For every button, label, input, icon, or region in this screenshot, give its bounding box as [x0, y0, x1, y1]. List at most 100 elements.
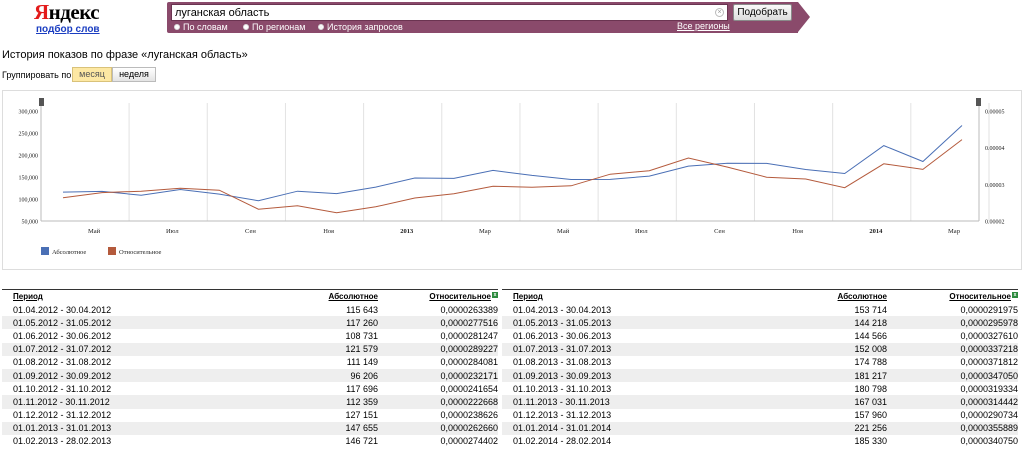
x-tick-label: Май — [557, 228, 570, 235]
cell-absolute: 174 788 — [854, 357, 887, 368]
chart-svg: Май Июл Сен Ноя 2013 Мар Май Июл Сен Ноя 2014 Мар 30… — [19, 98, 1005, 256]
cell-relative: 0,0000241654 — [440, 383, 498, 394]
excel-icon[interactable]: x — [1012, 292, 1018, 298]
history-table-right: Период Абсолютное Относительное x 01.04.2… — [502, 289, 1018, 448]
scroll-handle-left — [39, 98, 44, 106]
cell-relative: 0,0000290734 — [960, 410, 1018, 421]
cell-absolute: 221 256 — [854, 423, 887, 434]
cell-period: 01.11.2012 - 30.11.2012 — [13, 396, 110, 407]
cell-period: 01.08.2012 - 31.08.2012 — [13, 357, 112, 368]
excel-icon[interactable]: x — [492, 292, 498, 298]
table-row: 01.10.2013 - 31.10.2013 180 798 0,00003193… — [502, 382, 1018, 395]
cell-period: 01.09.2013 - 30.09.2013 — [513, 370, 612, 381]
y-left-tick-label: 50,000 — [22, 220, 39, 226]
header-relative[interactable]: Относительное x — [429, 292, 498, 301]
header-period[interactable]: Период — [13, 292, 43, 301]
cell-absolute: 152 008 — [854, 344, 887, 355]
y-right-tick-label: 0.00003 — [985, 183, 1005, 189]
table-row: 01.02.2014 - 28.02.2014 185 330 0,00003407… — [502, 435, 1018, 448]
table-row: 01.08.2013 - 31.08.2013 174 788 0,00003718… — [502, 356, 1018, 369]
cell-absolute: 181 217 — [854, 370, 887, 381]
table-row: 01.12.2012 - 31.12.2012 127 151 0,00002386… — [2, 409, 498, 422]
x-tick-label: Сен — [245, 228, 256, 235]
search-input[interactable] — [171, 4, 728, 21]
table-row: 01.07.2012 - 31.07.2012 121 579 0,00002892… — [2, 342, 498, 356]
x-tick-label: 2013 — [400, 228, 414, 235]
series-line-absolute — [62, 125, 963, 202]
radio-selected-icon — [318, 24, 324, 30]
radio-history[interactable]: История запросов — [318, 22, 403, 32]
cell-period: 01.08.2013 - 31.08.2013 — [513, 357, 612, 368]
radio-icon — [243, 24, 249, 30]
cell-period: 01.04.2013 - 30.04.2013 — [513, 304, 612, 315]
cell-period: 01.12.2013 - 31.12.2013 — [513, 410, 612, 421]
cell-absolute: 112 359 — [346, 396, 378, 407]
cell-period: 01.07.2012 - 31.07.2012 — [13, 344, 112, 355]
table-row: 01.05.2013 - 31.05.2013 144 218 0,00002959… — [502, 316, 1018, 330]
cell-period: 01.06.2012 - 30.06.2012 — [13, 330, 112, 341]
header-relative[interactable]: Относительное x — [949, 292, 1018, 301]
submit-button[interactable]: Подобрать — [733, 4, 792, 21]
table-row: 01.06.2012 - 30.06.2012 108 731 0,00002812… — [2, 329, 498, 342]
history-table-left: Период Абсолютное Относительное x 01.04.2… — [2, 289, 498, 448]
cell-relative: 0,0000327610 — [960, 330, 1018, 341]
table-row: 01.07.2013 - 31.07.2013 152 008 0,00003372… — [502, 342, 1018, 356]
cell-absolute: 117 696 — [346, 383, 378, 394]
cell-relative: 0,0000314442 — [960, 396, 1018, 407]
table-header: Период Абсолютное Относительное x — [2, 289, 498, 303]
cell-period: 01.12.2012 - 31.12.2012 — [13, 410, 112, 421]
radio-by-regions[interactable]: По регионам — [243, 22, 305, 32]
legend-swatch — [108, 247, 116, 255]
table-row: 01.10.2012 - 31.10.2012 117 696 0,00002416… — [2, 382, 498, 395]
all-regions-link[interactable]: Все регионы — [677, 21, 730, 31]
y-left-tick-label: 250,000 — [19, 132, 39, 138]
cell-relative: 0,0000371812 — [960, 357, 1018, 368]
clear-icon[interactable]: × — [715, 8, 724, 17]
cell-relative: 0,0000232171 — [440, 370, 498, 381]
cell-relative: 0,0000355889 — [960, 423, 1018, 434]
table-row: 01.12.2013 - 31.12.2013 157 960 0,00002907… — [502, 409, 1018, 422]
cell-relative: 0,0000277516 — [440, 317, 498, 328]
cell-absolute: 111 149 — [346, 357, 378, 368]
history-chart: Май Июл Сен Ноя 2013 Мар Май Июл Сен Ноя 2014 Мар 30… — [2, 90, 1022, 270]
cell-absolute: 121 579 — [345, 344, 378, 355]
cell-absolute: 147 655 — [345, 423, 378, 434]
cell-absolute: 108 731 — [345, 330, 378, 341]
cell-absolute: 127 151 — [345, 410, 378, 421]
table-row: 01.11.2013 - 30.11.2013 167 031 0,00003144… — [502, 395, 1018, 409]
header-absolute[interactable]: Абсолютное — [328, 292, 378, 301]
cell-relative: 0,0000347050 — [960, 370, 1018, 381]
radio-by-words[interactable]: По словам — [174, 22, 228, 32]
header-absolute[interactable]: Абсолютное — [837, 292, 887, 301]
cell-relative: 0,0000262660 — [440, 423, 498, 434]
table-body: 01.04.2013 - 30.04.2013 153 714 0,00002919… — [502, 303, 1018, 448]
x-tick-label: Сен — [714, 228, 725, 235]
wordstat-link[interactable]: подбор слов — [36, 24, 100, 35]
cell-period: 01.02.2014 - 28.02.2014 — [513, 436, 612, 447]
cell-absolute: 185 330 — [854, 436, 887, 447]
cell-period: 01.10.2013 - 31.10.2013 — [513, 383, 612, 394]
table-row: 01.04.2012 - 30.04.2012 115 643 0,00002633… — [2, 303, 498, 316]
x-tick-label: Мар — [948, 228, 960, 235]
x-tick-label: Май — [88, 228, 101, 235]
cell-relative: 0,0000238626 — [440, 410, 498, 421]
table-row: 01.01.2014 - 31.01.2014 221 256 0,00003558… — [502, 421, 1018, 435]
yandex-logo[interactable]: Яндекс — [34, 0, 100, 24]
cell-period: 01.04.2012 - 30.04.2012 — [13, 304, 112, 315]
group-month-button[interactable]: месяц — [72, 67, 112, 82]
table-header: Период Абсолютное Относительное x — [502, 289, 1018, 303]
search-bar-arrow — [798, 2, 810, 32]
legend-swatch — [41, 247, 49, 255]
cell-relative: 0,0000319334 — [960, 383, 1018, 394]
y-right-tick-label: 0.00004 — [985, 146, 1005, 152]
cell-period: 01.01.2014 - 31.01.2014 — [513, 423, 612, 434]
cell-relative: 0,0000295978 — [960, 317, 1018, 328]
cell-period: 01.01.2013 - 31.01.2013 — [13, 423, 112, 434]
cell-period: 01.11.2013 - 30.11.2013 — [513, 396, 610, 407]
table-row: 01.09.2013 - 30.09.2013 181 217 0,00003470… — [502, 368, 1018, 383]
cell-period: 01.02.2013 - 28.02.2013 — [13, 436, 112, 447]
y-right-tick-label: 0.00002 — [985, 220, 1005, 226]
header-period[interactable]: Период — [513, 292, 543, 301]
table-row: 01.01.2013 - 31.01.2013 147 655 0,00002626… — [2, 421, 498, 435]
group-week-button[interactable]: неделя — [112, 67, 156, 82]
